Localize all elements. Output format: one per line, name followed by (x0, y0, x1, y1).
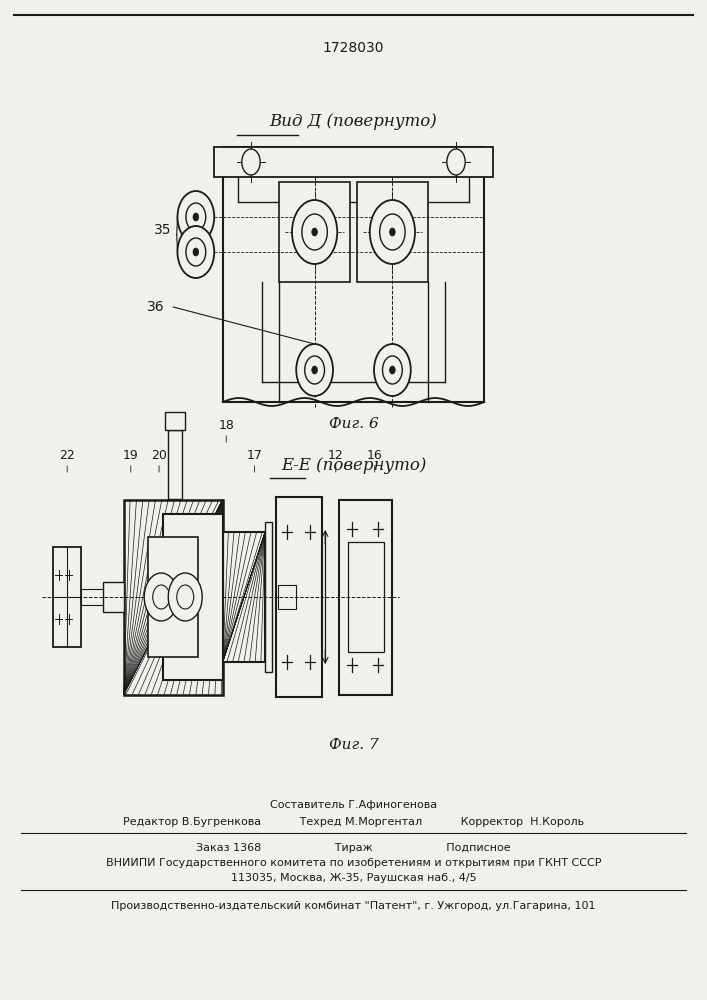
Text: Производственно-издательский комбинат "Патент", г. Ужгород, ул.Гагарина, 101: Производственно-издательский комбинат "П… (111, 901, 596, 911)
Text: Фиг. 7: Фиг. 7 (329, 738, 378, 752)
Bar (279, 182, 350, 282)
Circle shape (447, 149, 465, 175)
Circle shape (312, 366, 317, 374)
Circle shape (292, 200, 337, 264)
Bar (223, 147, 484, 402)
Text: Редактор В.Бугренкова           Техред М.Моргентал           Корректор  Н.Король: Редактор В.Бугренкова Техред М.Моргентал… (123, 817, 584, 827)
Circle shape (312, 228, 317, 236)
Text: Фиг. 6: Фиг. 6 (329, 417, 378, 431)
Text: ВНИИПИ Государственного комитета по изобретениям и открытиям при ГКНТ СССР: ВНИИПИ Государственного комитета по изоб… (106, 858, 601, 868)
Text: Составитель Г.Афиногенова: Составитель Г.Афиногенова (270, 800, 437, 810)
Circle shape (186, 203, 206, 231)
Bar (53, 547, 81, 647)
Circle shape (193, 248, 199, 256)
Bar (214, 147, 493, 177)
Circle shape (177, 585, 194, 609)
Text: 113035, Москва, Ж-35, Раушская наб., 4/5: 113035, Москва, Ж-35, Раушская наб., 4/5 (230, 873, 477, 883)
Text: 36: 36 (147, 300, 164, 314)
Text: 1728030: 1728030 (323, 41, 384, 55)
Circle shape (242, 149, 260, 175)
Text: 35: 35 (154, 223, 171, 236)
Bar (163, 514, 223, 680)
Circle shape (374, 344, 411, 396)
Circle shape (382, 356, 402, 384)
Text: 16: 16 (367, 449, 382, 462)
Bar (223, 532, 265, 662)
Bar (124, 500, 223, 694)
Circle shape (296, 344, 333, 396)
Circle shape (370, 200, 415, 264)
Circle shape (390, 228, 395, 236)
Circle shape (302, 214, 327, 250)
Bar (278, 585, 296, 609)
Text: 17: 17 (247, 449, 262, 462)
Circle shape (390, 366, 395, 374)
Text: Заказ 1368                     Тираж                     Подписное: Заказ 1368 Тираж Подписное (196, 843, 511, 853)
Bar (357, 182, 428, 282)
Circle shape (168, 573, 202, 621)
Text: 18: 18 (218, 419, 234, 432)
Circle shape (380, 214, 405, 250)
Text: 12: 12 (328, 449, 344, 462)
Circle shape (305, 356, 325, 384)
Text: 20: 20 (151, 449, 167, 462)
Circle shape (144, 573, 178, 621)
Text: 19: 19 (123, 449, 139, 462)
Bar (148, 537, 198, 657)
Circle shape (177, 226, 214, 278)
Text: Е-Е (повернуто): Е-Е (повернуто) (281, 456, 426, 474)
Bar (339, 500, 392, 694)
Bar (81, 589, 124, 605)
Text: 22: 22 (59, 449, 75, 462)
Circle shape (177, 191, 214, 243)
Bar (103, 582, 124, 612)
Bar (348, 542, 384, 652)
Bar (168, 430, 182, 499)
Circle shape (186, 238, 206, 266)
Bar (165, 412, 185, 430)
Circle shape (193, 213, 199, 221)
Circle shape (153, 585, 170, 609)
Bar (265, 522, 272, 672)
Bar (164, 547, 187, 562)
Text: Вид Д (повернуто): Вид Д (повернуто) (269, 113, 438, 130)
Bar (276, 497, 322, 697)
